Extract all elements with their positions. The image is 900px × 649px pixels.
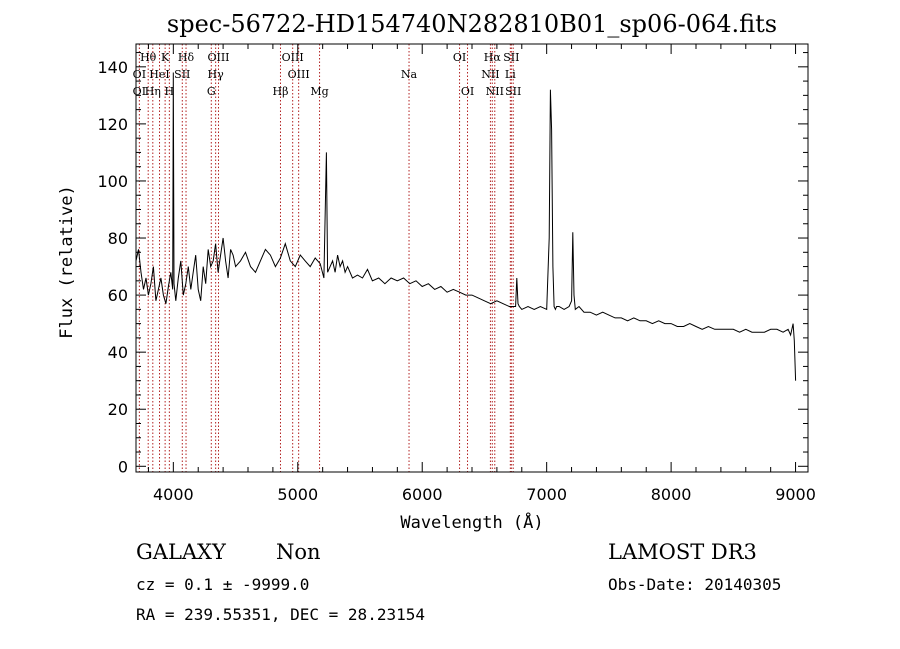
spectral-line-label: OI bbox=[453, 51, 466, 64]
x-axis-label: Wavelength (Å) bbox=[400, 511, 543, 533]
spectral-line-label: Na bbox=[401, 68, 418, 81]
spectral-line-label: Mg bbox=[310, 85, 328, 98]
x-tick-label: 8000 bbox=[651, 485, 692, 504]
y-axis: 0 20 40 60 80 100 120 140 bbox=[97, 52, 808, 476]
spectral-line-label: OIII bbox=[282, 51, 304, 64]
redshift-readout: cz = 0.1 ± -9999.0 bbox=[136, 575, 309, 594]
x-tick-label: 9000 bbox=[775, 485, 816, 504]
spectral-line-label: K bbox=[161, 51, 170, 64]
spectral-line-label: G bbox=[207, 85, 216, 98]
spectral-line-label: OIII bbox=[288, 68, 310, 81]
chart-title: spec-56722-HD154740N282810B01_sp06-064.f… bbox=[167, 10, 777, 38]
y-tick-label: 60 bbox=[108, 286, 128, 305]
series-layer bbox=[135, 72, 797, 381]
spectral-line-label: Hθ bbox=[140, 51, 157, 64]
x-tick-label: 4000 bbox=[153, 485, 194, 504]
spectral-line-label: H bbox=[165, 85, 175, 98]
spectral-line-label: SII bbox=[503, 51, 519, 64]
spectral-line-label: SII bbox=[174, 68, 190, 81]
spectral-line-label: OⅠ bbox=[133, 68, 146, 81]
y-tick-label: 20 bbox=[108, 400, 128, 419]
spectral-line-label: Li bbox=[505, 68, 516, 81]
spectral-line-label: Hη bbox=[145, 85, 161, 98]
spectral-line-label: NII bbox=[486, 85, 504, 98]
spectral-line-label: Hβ bbox=[273, 85, 289, 98]
spectral-line-label: OIII bbox=[207, 51, 229, 64]
object-class: GALAXY bbox=[136, 540, 227, 564]
spectral-line-label: OI bbox=[461, 85, 474, 98]
spectral-line-label: SII bbox=[505, 85, 521, 98]
y-tick-label: 120 bbox=[97, 115, 128, 134]
spectral-line-label: Hγ bbox=[208, 68, 225, 81]
x-tick-label: 5000 bbox=[277, 485, 318, 504]
x-tick-label: 7000 bbox=[526, 485, 567, 504]
spectral-line-label: HeI bbox=[149, 68, 169, 81]
obs-date: Obs-Date: 20140305 bbox=[608, 575, 781, 594]
spectral-line-label: NII bbox=[481, 68, 499, 81]
plot-frame bbox=[135, 43, 809, 473]
coordinates: RA = 239.55351, DEC = 28.23154 bbox=[136, 605, 425, 624]
y-tick-label: 0 bbox=[118, 457, 128, 476]
x-axis: 4000 5000 6000 7000 8000 9000 bbox=[147, 44, 816, 504]
y-tick-label: 80 bbox=[108, 229, 128, 248]
y-tick-label: 140 bbox=[97, 58, 128, 77]
y-tick-label: 40 bbox=[108, 343, 128, 362]
spectral-line-label: Hα bbox=[484, 51, 502, 64]
spectral-line-label: Hδ bbox=[178, 51, 195, 64]
spectral-lines bbox=[138, 44, 514, 472]
y-tick-label: 100 bbox=[97, 172, 128, 191]
spectrum-series-0 bbox=[135, 72, 797, 381]
survey-name: LAMOST DR3 bbox=[608, 540, 757, 564]
object-subclass: Non bbox=[276, 540, 321, 564]
y-axis-label: Flux (relative) bbox=[57, 185, 77, 339]
x-tick-label: 6000 bbox=[402, 485, 443, 504]
